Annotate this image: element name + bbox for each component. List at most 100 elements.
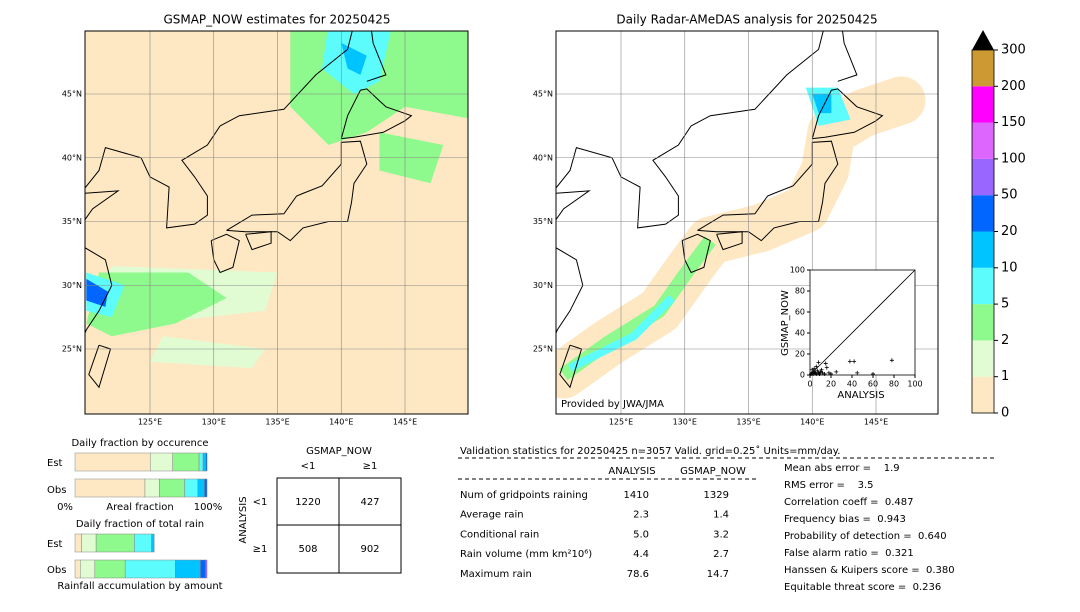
coastline xyxy=(697,140,839,242)
lat-label: 25°N xyxy=(533,345,553,354)
scatter-point xyxy=(829,371,833,376)
stat-value: 4.4 xyxy=(633,549,649,560)
rain-area xyxy=(150,336,265,369)
colorbar-label: 0 xyxy=(1001,406,1009,421)
rain-area xyxy=(568,295,675,372)
fraction-text: 0% xyxy=(57,502,73,513)
score: Probability of detection = 0.640 xyxy=(784,531,947,542)
lon-label: 145°E xyxy=(864,418,888,427)
score: Frequency bias = 0.943 xyxy=(784,514,906,525)
stat-label: Average rain xyxy=(460,510,524,521)
row-label: Est xyxy=(47,539,63,550)
table-cell: 902 xyxy=(360,544,379,555)
table-cell: 427 xyxy=(360,497,379,508)
coastline xyxy=(559,344,583,389)
column-label: ≥1 xyxy=(363,461,378,472)
stat-value: 2.3 xyxy=(633,510,649,521)
scatter-point xyxy=(823,361,828,366)
lon-label: 130°E xyxy=(673,418,697,427)
stat-label: Maximum rain xyxy=(460,569,532,580)
credit: Provided by JWA/JMA xyxy=(561,399,664,410)
lat-label: 35°N xyxy=(62,217,82,226)
scatter-point xyxy=(818,369,823,374)
fraction-segment xyxy=(74,533,82,553)
coastline xyxy=(690,31,824,127)
fraction-segment xyxy=(95,533,135,553)
colorbar-label: 300 xyxy=(1001,43,1026,58)
fraction-segment xyxy=(134,533,152,553)
fraction-text: Rainfall accumulation by amount xyxy=(57,581,222,592)
colorbar-band xyxy=(972,267,994,305)
lat-label: 45°N xyxy=(62,90,82,99)
scatter-point xyxy=(810,367,815,372)
colorbar-label: 10 xyxy=(1001,260,1018,275)
lat-label: 45°N xyxy=(533,90,553,99)
row-label: Obs xyxy=(47,565,66,576)
fraction-segment xyxy=(74,478,146,498)
fraction-segment xyxy=(197,478,205,498)
lon-label: 145°E xyxy=(393,418,417,427)
row-label: <1 xyxy=(253,497,268,508)
colorbar-label: 100 xyxy=(1001,151,1026,166)
lon-label: 135°E xyxy=(736,418,760,427)
colorbar-band xyxy=(972,158,994,196)
scatter-point xyxy=(852,359,857,364)
lat-label: 40°N xyxy=(62,153,82,162)
scatter-point xyxy=(889,358,894,363)
scatter-point xyxy=(820,370,825,375)
colorbar-band xyxy=(972,50,994,87)
colorbar-extend xyxy=(972,30,994,50)
row-label: Est xyxy=(47,458,63,469)
colorbar-label: 5 xyxy=(1001,297,1009,312)
coastline xyxy=(219,31,353,127)
colorbar-band xyxy=(972,86,994,123)
scatter-point xyxy=(871,371,875,376)
right-frame xyxy=(555,30,939,415)
score: False alarm ratio = 0.321 xyxy=(784,548,914,559)
left-title: GSMAP_NOW estimates for 20250425 xyxy=(163,13,390,27)
scatter-point xyxy=(817,371,822,376)
coastline xyxy=(556,125,692,229)
score: RMS error = 3.5 xyxy=(784,480,874,491)
colorbar-label: 2 xyxy=(1001,333,1009,348)
stat-value: 1410 xyxy=(624,490,649,501)
scatter-point xyxy=(847,359,852,364)
fraction-segment xyxy=(184,478,199,498)
scatter-point xyxy=(824,365,829,370)
y-tick-label: 80 xyxy=(795,287,805,296)
table-cell: 1220 xyxy=(295,497,320,508)
scatter-point xyxy=(826,370,831,375)
table-title: GSMAP_NOW xyxy=(306,446,372,457)
one-to-one xyxy=(809,269,916,376)
score: Mean abs error = 1.9 xyxy=(784,463,900,474)
rain-area xyxy=(341,43,367,75)
coastline xyxy=(837,31,858,82)
colorbar-band xyxy=(972,376,994,413)
x-tick-label: 0 xyxy=(807,380,812,389)
stat-value: 2.7 xyxy=(713,549,729,560)
colorbar-band xyxy=(972,122,994,159)
fraction-segment xyxy=(198,452,204,472)
table-axis: ANALYSIS xyxy=(238,496,249,543)
lon-label: 130°E xyxy=(202,418,226,427)
lat-label: 30°N xyxy=(533,281,553,290)
stat-value: 3.2 xyxy=(713,529,729,540)
score: Correlation coeff = 0.487 xyxy=(784,497,914,508)
coastline xyxy=(85,190,120,221)
fraction-segment xyxy=(124,559,176,579)
fraction-segment xyxy=(74,559,81,579)
fraction-segment xyxy=(80,559,96,579)
fraction-segment xyxy=(205,559,208,579)
scatter-point xyxy=(819,367,824,372)
fraction-segment xyxy=(94,559,126,579)
x-tick-label: 100 xyxy=(907,380,922,389)
colorbar-label: 1 xyxy=(1001,369,1009,384)
row-label: Obs xyxy=(47,485,66,496)
fraction-segment xyxy=(81,533,97,553)
lon-label: 140°E xyxy=(329,418,353,427)
table-cell: 508 xyxy=(298,544,317,555)
stat-label: Conditional rain xyxy=(460,529,539,540)
scatter-point xyxy=(855,370,860,375)
fraction-text: Areal fraction xyxy=(106,502,173,513)
coastline xyxy=(716,231,743,251)
